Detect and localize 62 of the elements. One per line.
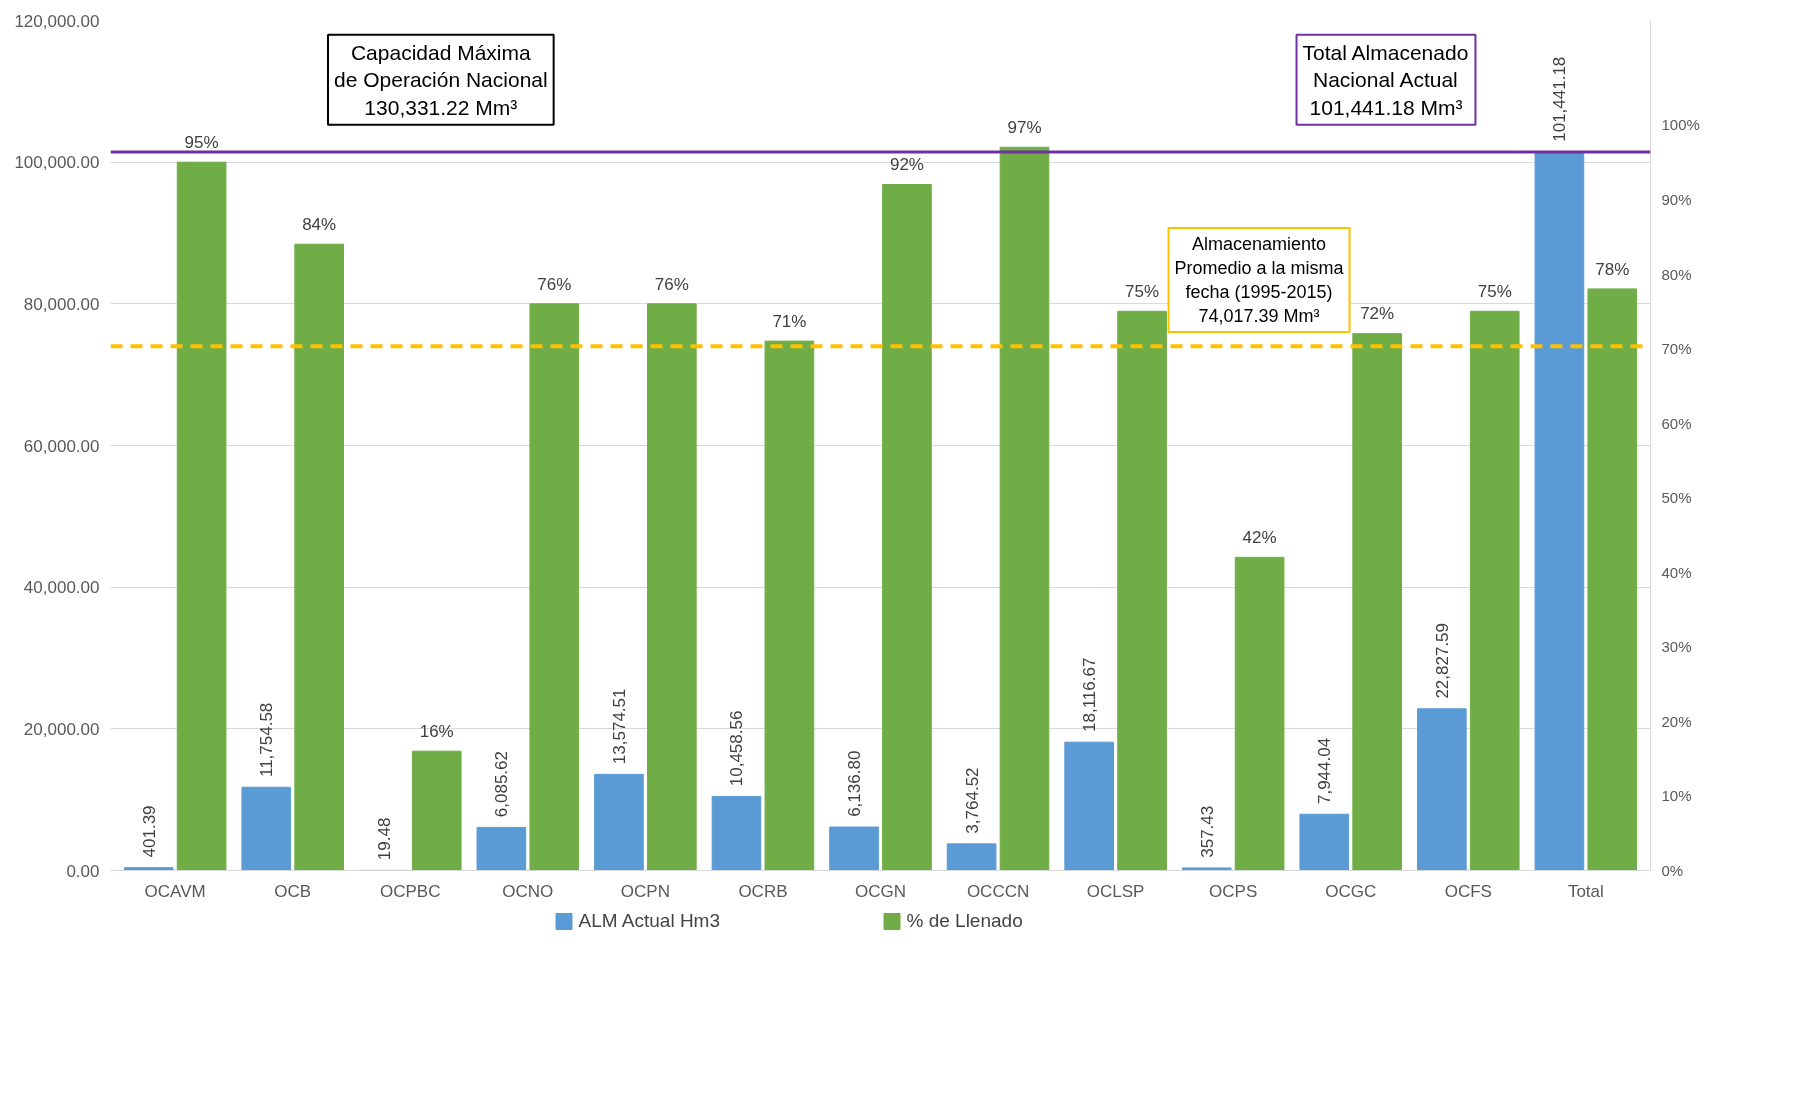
y-tick-label: 80,000.00 [23,294,100,314]
x-tick-label: OCPBC [380,881,441,901]
data-label: 97% [1007,118,1042,138]
data-label: 84% [302,214,337,234]
x-tick-label: OCFS [1444,881,1492,901]
y-tick-label: 60,000.00 [23,436,100,456]
data-label: 92% [889,155,924,175]
x-tick-label: OCPS [1209,881,1258,901]
data-label: 42% [1242,528,1277,548]
data-label: 101,441.18 [1550,56,1570,142]
legend-label: % de Llenado [906,910,1024,932]
data-label: 401.39 [139,805,159,858]
data-label: 357.43 [1197,805,1217,858]
y-tick-label: 120,000.00 [14,11,100,31]
x-tick-label: OCRB [738,881,788,901]
data-label: 6,136.80 [845,750,865,817]
y2-tick-label: 10% [1661,787,1692,805]
y2-tick-label: 60% [1661,414,1692,432]
data-label: 76% [537,274,572,294]
data-label: 11,754.58 [257,702,277,778]
data-label: 16% [419,722,454,741]
data-label: 71% [772,311,807,331]
data-label: 3,764.52 [962,767,982,834]
data-label: 75% [1125,282,1160,302]
x-tick-label: Total [1567,881,1604,901]
data-label: 7,944.04 [1315,737,1335,805]
y2-tick-label: 40% [1661,563,1692,581]
x-tick-label: OCNO [502,881,554,901]
y2-tick-label: 90% [1661,190,1692,208]
y2-tick-label: 100% [1661,116,1700,134]
data-label: 76% [654,274,689,294]
data-label: 6,085.62 [492,751,512,818]
x-tick-label: OCCCN [966,881,1030,901]
x-tick-label: OCPN [620,881,670,901]
data-label: 10,458.56 [727,710,747,787]
data-label: 95% [184,132,219,152]
legend-label: ALM Actual Hm3 [578,910,721,932]
y-tick-label: 20,000.00 [23,719,100,739]
data-label: 75% [1477,282,1512,302]
y2-tick-label: 70% [1661,340,1692,358]
y2-tick-label: 20% [1661,712,1692,730]
y-tick-label: 0.00 [66,861,100,881]
data-label: 18,116.67 [1080,657,1100,732]
y2-tick-label: 80% [1661,265,1692,283]
data-label: 19.48 [374,817,394,861]
data-label: 72% [1360,304,1395,324]
data-label: 13,574.51 [609,688,629,765]
y2-tick-label: 30% [1661,638,1692,656]
x-tick-label: OCGC [1325,881,1377,901]
ref-line-label: Total Almacenado Nacional Actual 101,441.18 Mm³ [1302,40,1469,119]
x-tick-label: OCB [274,881,312,901]
x-tick-label: OCAVM [144,881,206,901]
x-tick-label: OCLSP [1086,881,1145,901]
y-tick-label: 40,000.00 [23,578,100,598]
annotation: Capacidad Máxima de Operación Nacional 130,331.22 Mm³ [334,40,548,119]
ref-line-label: Almacenamiento Promedio a la misma fecha (1995-2015) 74,017.39 Mm³ [1174,234,1345,327]
data-label: 22,827.59 [1432,622,1452,699]
x-tick-label: OCGN [855,881,906,901]
y2-tick-label: 50% [1661,489,1692,507]
data-label: 78% [1595,259,1630,279]
y-tick-label: 100,000.00 [14,153,100,173]
y2-tick-label: 0% [1661,862,1684,879]
